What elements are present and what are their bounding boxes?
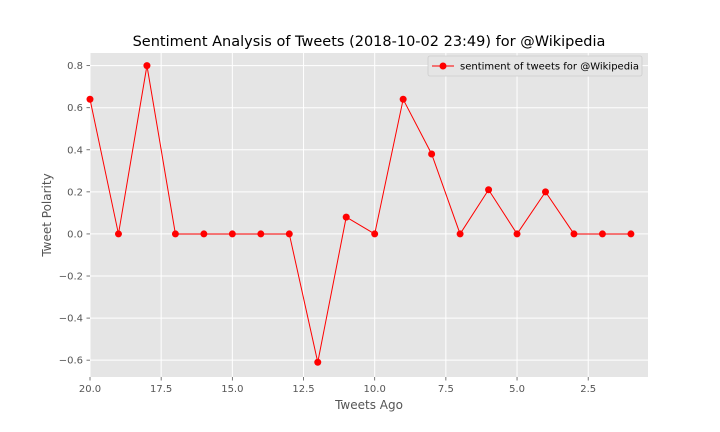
legend-box (427, 55, 643, 77)
x-tick-label: 20.0 (79, 384, 101, 395)
y-tick-label: −0.6 (59, 356, 83, 367)
y-tick-label: −0.2 (59, 272, 83, 283)
series-line (89, 65, 631, 363)
data-point (228, 230, 236, 238)
y-axis-label: Tweet Polarity (40, 173, 54, 257)
data-point (456, 230, 464, 238)
data-point (86, 95, 94, 103)
x-tick-label: 15.0 (221, 384, 243, 395)
series-layer (86, 62, 635, 366)
data-point (513, 230, 521, 238)
data-point (542, 188, 550, 196)
data-point (171, 230, 179, 238)
x-axis-label: Tweets Ago (334, 398, 403, 412)
data-point (598, 230, 606, 238)
x-tick-label: 5.0 (509, 384, 525, 395)
data-point (485, 186, 493, 194)
axis-ticks: 20.0 17.5 15.0 12.5 10.0 7.5 5.0 2.5 −0.6 −0.4 −0.… (59, 61, 596, 395)
data-point (570, 230, 578, 238)
y-tick-label: 0.8 (67, 61, 83, 72)
data-point (399, 95, 407, 103)
data-point (342, 213, 350, 221)
y-tick-label: 0.2 (67, 187, 83, 198)
data-point (114, 230, 122, 238)
x-tick-label: 12.5 (292, 384, 314, 395)
chart-title: Sentiment Analysis of Tweets (2018-10-02… (133, 34, 606, 50)
plot-area (90, 53, 648, 377)
x-tick-label: 17.5 (150, 384, 172, 395)
data-point (371, 230, 379, 238)
data-point (200, 230, 208, 238)
x-tick-label: 2.5 (580, 384, 596, 395)
data-point (143, 62, 151, 70)
x-tick-label: 10.0 (364, 384, 386, 395)
data-point (257, 230, 265, 238)
y-tick-label: 0.0 (67, 229, 83, 240)
y-tick-label: 0.4 (67, 145, 83, 156)
data-point (428, 150, 436, 158)
y-tick-label: −0.4 (59, 314, 83, 325)
y-tick-label: 0.6 (67, 103, 83, 114)
data-point (285, 230, 293, 238)
x-tick-label: 7.5 (438, 384, 454, 395)
legend-label: sentiment of tweets for @Wikipedia (460, 62, 639, 73)
legend-marker-swatch (439, 62, 447, 70)
data-point (627, 230, 635, 238)
data-point (314, 358, 322, 366)
legend: sentiment of tweets for @Wikipedia (427, 55, 643, 77)
